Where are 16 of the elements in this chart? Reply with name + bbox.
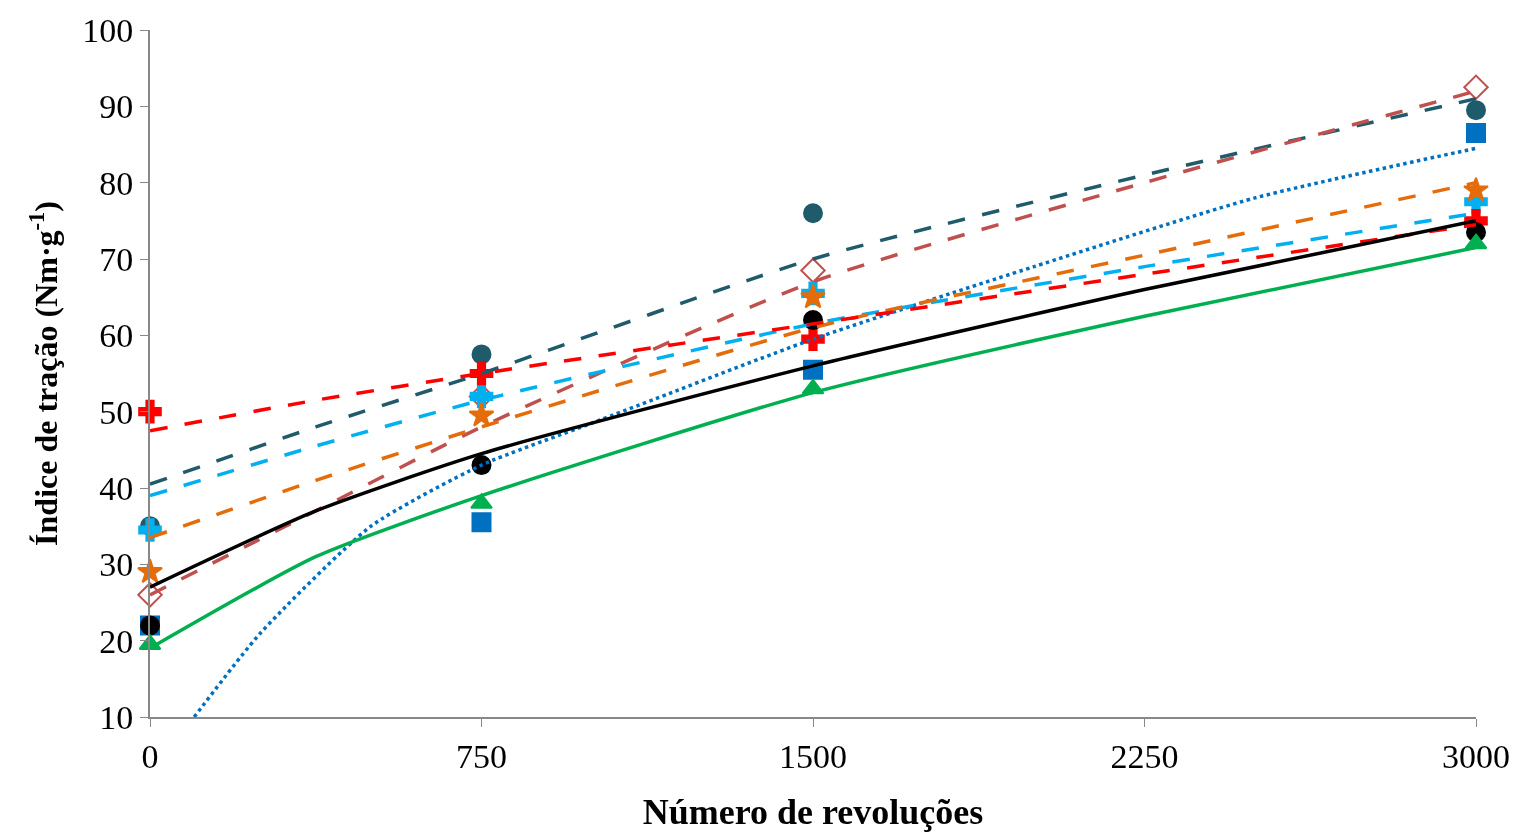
y-tick-label: 100 (82, 11, 134, 49)
y-tick-label: 80 (99, 164, 134, 202)
x-tick-label: 2250 (1110, 737, 1179, 775)
x-tick-label: 750 (456, 737, 507, 775)
y-tick-label: 30 (99, 546, 134, 584)
y-tick-label: 20 (99, 622, 134, 660)
y-tick-label: 40 (99, 469, 134, 507)
y-tick-label: 10 (99, 698, 134, 736)
y-tick-label: 70 (99, 240, 134, 278)
y-tick-label: 60 (99, 317, 134, 355)
x-tick-label: 0 (141, 737, 159, 775)
x-tick-label: 1500 (779, 737, 847, 775)
x-axis-title: Número de revoluções (642, 792, 984, 832)
y-tick-label: 90 (99, 88, 134, 126)
x-tick-label: 3000 (1442, 737, 1510, 775)
y-tick-label: 50 (99, 393, 134, 431)
